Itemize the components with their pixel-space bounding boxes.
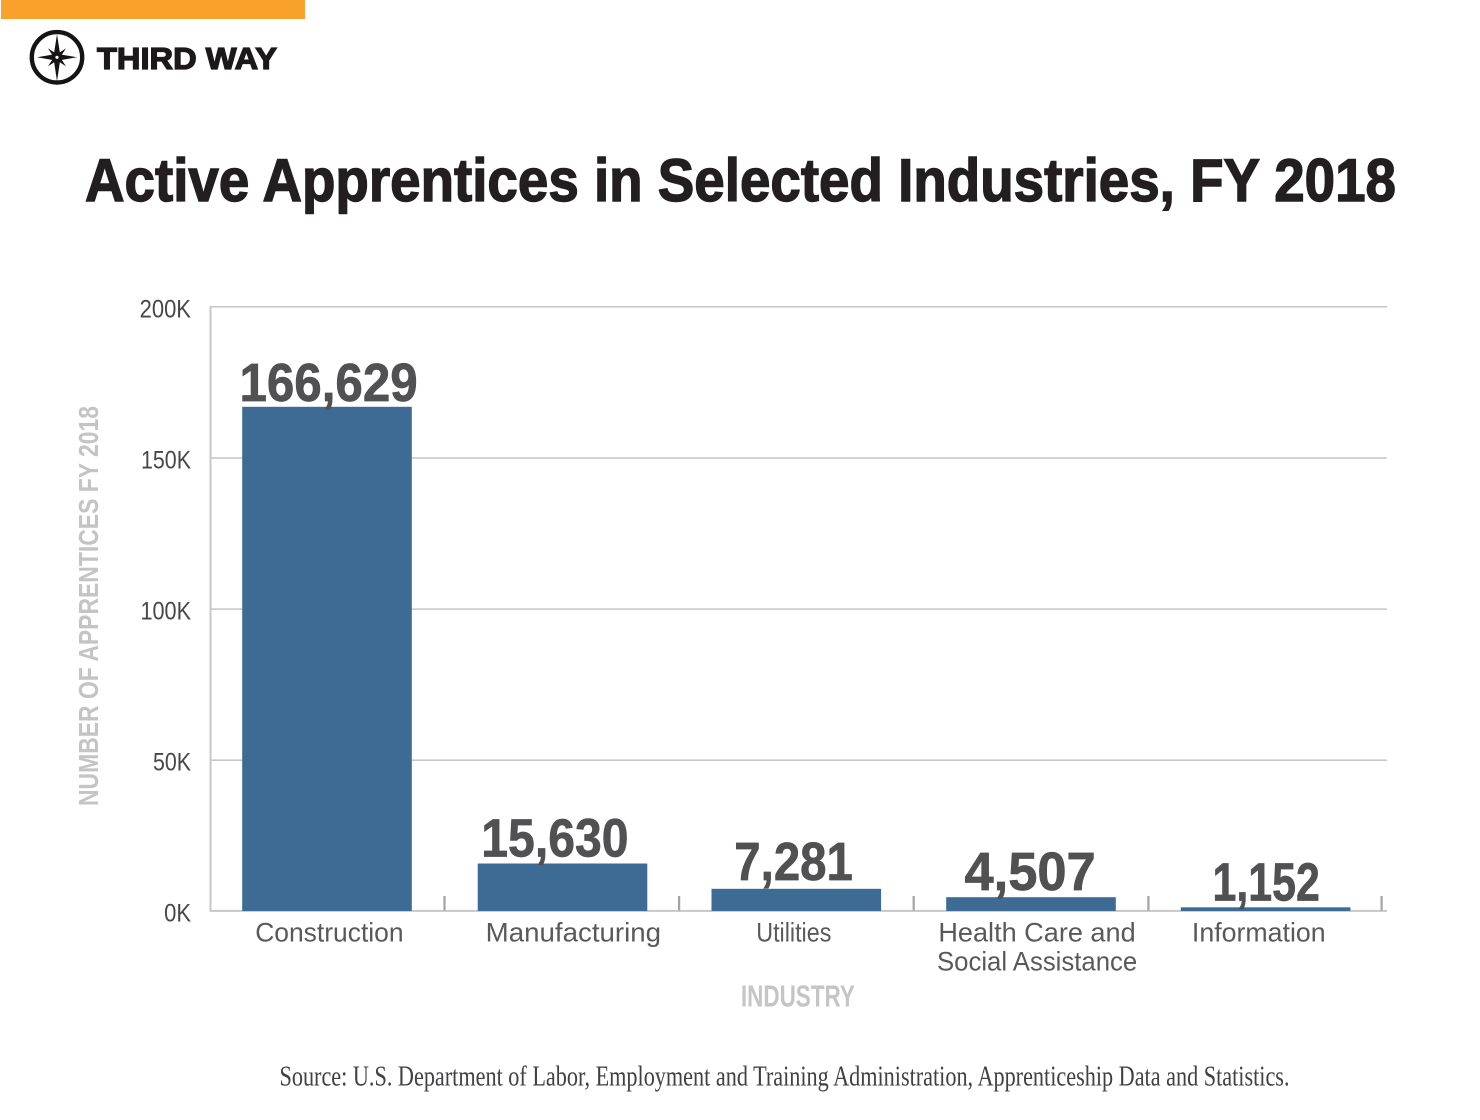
svg-text:NUMBER OF APPRENTICES FY 2018: NUMBER OF APPRENTICES FY 2018 xyxy=(73,406,104,806)
svg-text:150K: 150K xyxy=(141,447,191,474)
svg-text:0K: 0K xyxy=(164,900,191,927)
svg-text:50K: 50K xyxy=(153,750,191,777)
svg-text:Manufacturing: Manufacturing xyxy=(486,918,661,948)
svg-text:THIRD WAY: THIRD WAY xyxy=(97,41,277,76)
svg-text:166,629: 166,629 xyxy=(239,353,417,413)
svg-text:Information: Information xyxy=(1192,918,1326,948)
svg-text:Source: U.S. Department of Lab: Source: U.S. Department of Labor, Employ… xyxy=(280,1061,1290,1093)
svg-text:1,152: 1,152 xyxy=(1213,853,1320,913)
svg-text:200K: 200K xyxy=(140,296,192,323)
svg-text:Health Care and: Health Care and xyxy=(938,918,1135,948)
svg-text:Utilities: Utilities xyxy=(756,918,831,948)
svg-text:INDUSTRY: INDUSTRY xyxy=(741,979,855,1014)
svg-text:Social Assistance: Social Assistance xyxy=(937,946,1137,976)
svg-text:15,630: 15,630 xyxy=(481,809,628,869)
svg-text:4,507: 4,507 xyxy=(964,842,1095,902)
svg-text:Active Apprentices in Selected: Active Apprentices in Selected Industrie… xyxy=(85,147,1396,214)
svg-text:7,281: 7,281 xyxy=(734,832,853,892)
svg-text:Construction: Construction xyxy=(255,918,403,948)
svg-text:100K: 100K xyxy=(141,599,192,626)
